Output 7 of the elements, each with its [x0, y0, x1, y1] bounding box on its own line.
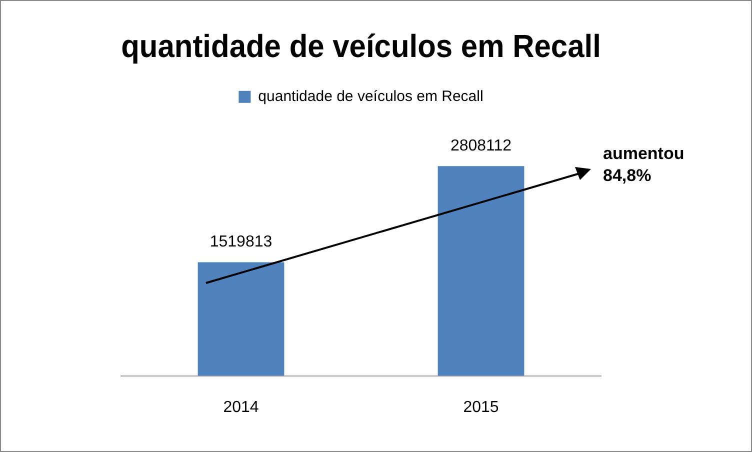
data-label: 1519813: [210, 234, 272, 251]
chart-title: quantidade de veículos em Recall: [121, 28, 601, 64]
x-tick-label: 2014: [223, 398, 259, 416]
text: aumentou 84,8%: [603, 143, 686, 187]
x-tick-label: 2015: [463, 398, 499, 416]
data-label: 2808112: [450, 137, 512, 154]
legend-label: quantidade de veículos em Recall: [258, 88, 484, 106]
